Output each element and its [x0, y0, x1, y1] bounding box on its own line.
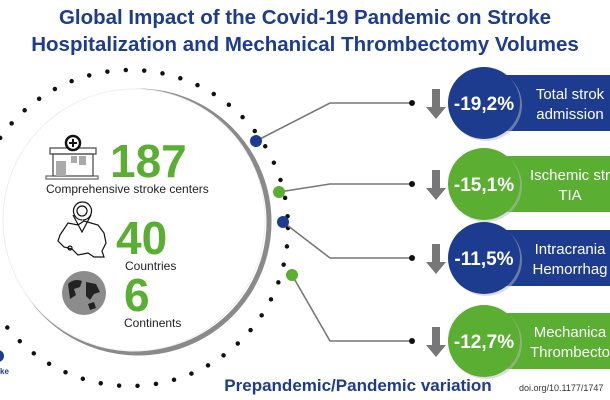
stat-label-countries: Countries [125, 259, 177, 273]
stat-value-continents: 6 [124, 269, 150, 321]
stat-label-continents: Continents [124, 316, 182, 330]
variation-circle [448, 222, 520, 294]
variation-circle [448, 305, 520, 377]
variation-circle [448, 148, 520, 220]
logo-text: ke [0, 367, 9, 376]
variation-label-line1: Mechanica [534, 324, 607, 341]
variation-row: -11,5% Intracrania Hemorrhag [426, 222, 610, 296]
connector-dots [250, 100, 415, 344]
logo-icon [0, 350, 4, 362]
variation-label-line2: TIA [558, 187, 581, 204]
variation-percent: -11,5% [454, 249, 513, 270]
title-line-2: Hospitalization and Mechanical Thrombect… [31, 33, 579, 56]
variation-label-line2: admission [536, 106, 604, 123]
footer-caption: Prepandemic/Pandemic variation [224, 376, 491, 395]
title-line-1: Global Impact of the Covid-19 Pandemic o… [59, 6, 551, 29]
variation-label-line2: Hemorrhag [532, 261, 607, 278]
variation-label-line1: Ischemic str [530, 167, 610, 184]
globe-icon [62, 271, 106, 315]
down-arrow-icon [426, 89, 446, 119]
variation-circle [448, 67, 520, 139]
variation-percent: -12,7% [454, 332, 514, 353]
hospital-icon [45, 134, 99, 180]
variation-row: -12,7% Mechanica Thrombecto [426, 305, 610, 379]
map-pin-icon [57, 201, 107, 258]
variation-label-line2: Thrombecto [530, 344, 610, 361]
connector-lines [255, 102, 412, 342]
stat-value-centers: 187 [110, 135, 187, 187]
stat-label-centers: Comprehensive stroke centers [46, 182, 209, 196]
variation-row: -15,1% Ischemic str TIA [426, 148, 610, 222]
variation-row: -19,2% Total strok admission [426, 67, 610, 141]
doi-text: doi.org/10.1177/1747 [519, 383, 603, 393]
variation-percent: -15,1% [454, 175, 514, 196]
down-arrow-icon [426, 170, 446, 200]
down-arrow-icon [426, 327, 446, 357]
variation-label-line1: Total strok [536, 86, 605, 103]
down-arrow-icon [426, 244, 446, 274]
variation-percent: -19,2% [454, 94, 514, 115]
dotted-ring [0, 67, 291, 389]
stat-value-countries: 40 [116, 212, 168, 264]
variation-label-line1: Intracrania [535, 241, 607, 258]
